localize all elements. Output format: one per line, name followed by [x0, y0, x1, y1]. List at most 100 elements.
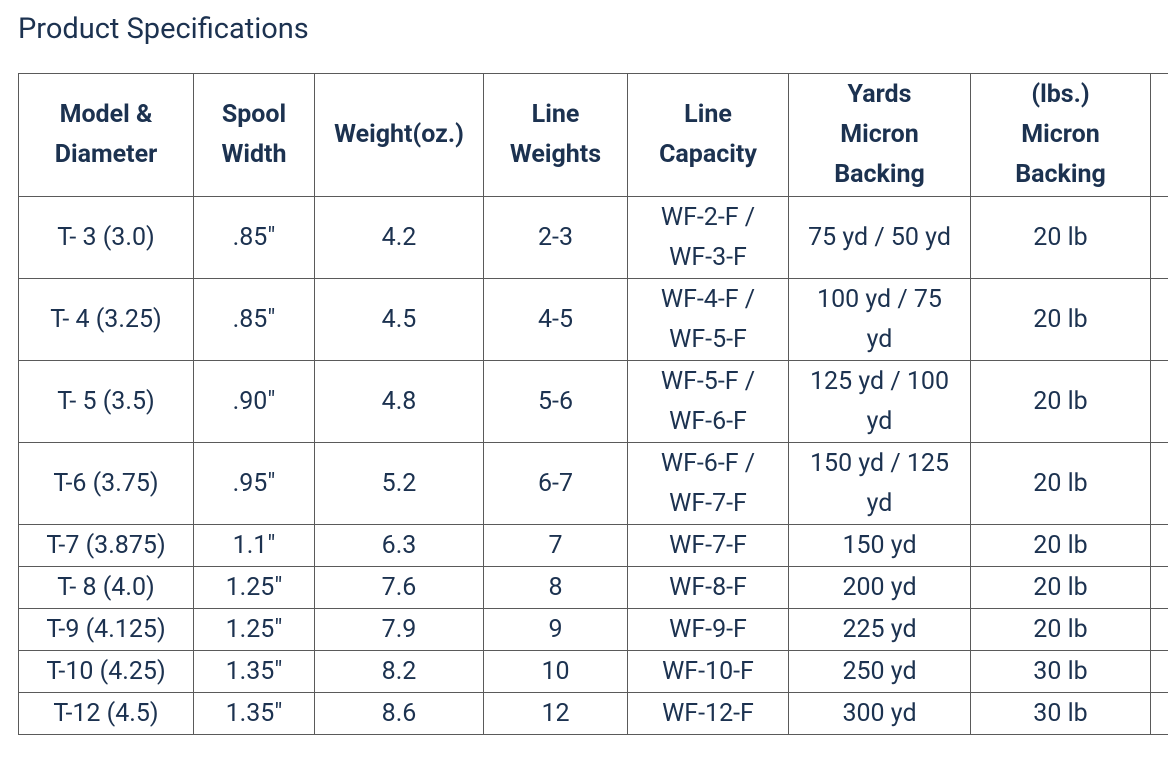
table-cell: 5-6 — [483, 360, 628, 443]
table-cell: 200 yd — [788, 566, 971, 609]
cell-line: yd — [866, 406, 893, 436]
table-cell: WF-9-F — [627, 608, 789, 651]
column-header: Yards Micron Backing — [788, 73, 971, 197]
table-row: T- 8 (4.0) 1.25" 7.6 8 WF-8-F 200 yd 20 lb — [18, 566, 1168, 609]
table-cell: 7 — [483, 524, 628, 567]
spec-table: Model & Diameter Spool Width Weight(oz.) Line… — [18, 73, 1168, 735]
table-cell: 20 lb — [970, 196, 1151, 279]
table-cell — [1150, 442, 1168, 525]
cell-line: WF-4-F / — [660, 284, 756, 314]
cell-line: Spool — [221, 100, 287, 129]
table-cell: 30 lb — [970, 650, 1151, 693]
table-cell: 20 lb — [970, 278, 1151, 361]
table-cell: 4-5 — [483, 278, 628, 361]
table-cell: 300 yd — [788, 692, 971, 735]
table-cell — [1150, 650, 1168, 693]
column-header: Spool Width — [193, 73, 315, 197]
cell-line: Weight(oz.) — [334, 120, 464, 149]
cell-line: Line — [684, 100, 732, 129]
table-cell: T-6 (3.75) — [18, 442, 194, 525]
table-cell: .85" — [193, 196, 315, 279]
cell-line: WF-6-F — [669, 406, 747, 436]
table-cell: WF-10-F — [627, 650, 789, 693]
table-cell — [1150, 692, 1168, 735]
table-cell: 1.35" — [193, 650, 315, 693]
cell-line: WF-2-F / — [660, 202, 756, 232]
table-cell: 20 lb — [970, 360, 1151, 443]
cell-line: yd — [866, 324, 893, 354]
column-header: Line Weights — [483, 73, 628, 197]
cell-line: yd — [866, 488, 893, 518]
column-header: Line Capacity — [627, 73, 789, 197]
table-container: Model & Diameter Spool Width Weight(oz.) Line… — [18, 73, 1168, 753]
table-cell: T- 8 (4.0) — [18, 566, 194, 609]
table-row: T-6 (3.75) .95" 5.2 6-7 WF-6-F / WF-7-F 150 yd… — [18, 442, 1168, 525]
table-cell: 20 lb — [970, 524, 1151, 567]
table-row: T-9 (4.125) 1.25" 7.9 9 WF-9-F 225 yd 20 lb — [18, 608, 1168, 651]
header-row: Model & Diameter Spool Width Weight(oz.) Line… — [18, 73, 1168, 197]
table-row: T- 5 (3.5) .90" 4.8 5-6 WF-5-F / WF-6-F 125 yd… — [18, 360, 1168, 443]
table-cell: 1.35" — [193, 692, 315, 735]
cell-line: 75 yd / 50 yd — [808, 222, 951, 252]
table-row: T- 3 (3.0) .85" 4.2 2-3 WF-2-F / WF-3-F 75 yd … — [18, 196, 1168, 279]
table-cell — [1150, 566, 1168, 609]
table-cell: 4.2 — [314, 196, 484, 279]
table-cell: 100 yd / 75 yd — [788, 278, 971, 361]
cell-line: 150 yd / 125 — [810, 448, 949, 478]
table-cell: 12 — [483, 692, 628, 735]
cell-line: Line — [531, 100, 580, 129]
table-cell: 8.2 — [314, 650, 484, 693]
table-cell: 20 lb — [970, 442, 1151, 525]
table-row: T-12 (4.5) 1.35" 8.6 12 WF-12-F 300 yd 30 lb — [18, 692, 1168, 735]
table-cell: T-9 (4.125) — [18, 608, 194, 651]
table-cell: WF-5-F / WF-6-F — [627, 360, 789, 443]
table-cell — [1150, 196, 1168, 279]
table-cell: 8 — [483, 566, 628, 609]
table-cell — [1150, 360, 1168, 443]
table-cell: 4.8 — [314, 360, 484, 443]
table-cell: 7.9 — [314, 608, 484, 651]
table-cell: 75 yd / 50 yd — [788, 196, 971, 279]
table-cell: 4.5 — [314, 278, 484, 361]
table-cell: 1.25" — [193, 608, 315, 651]
table-cell: 9 — [483, 608, 628, 651]
table-row: T- 4 (3.25) .85" 4.5 4-5 WF-4-F / WF-5-F 100 y… — [18, 278, 1168, 361]
table-cell: T-12 (4.5) — [18, 692, 194, 735]
column-header: Weight(oz.) — [314, 73, 484, 197]
cell-line: Yards — [847, 80, 912, 109]
table-cell: WF-6-F / WF-7-F — [627, 442, 789, 525]
cell-line: Capacity — [659, 140, 757, 169]
table-cell: T- 4 (3.25) — [18, 278, 194, 361]
cell-line: WF-3-F — [669, 242, 747, 272]
table-cell: 5.2 — [314, 442, 484, 525]
table-cell: 7.6 — [314, 566, 484, 609]
table-cell — [1150, 608, 1168, 651]
cell-line: WF-6-F / — [660, 448, 756, 478]
table-cell — [1150, 278, 1168, 361]
table-cell: 8.6 — [314, 692, 484, 735]
table-cell: .90" — [193, 360, 315, 443]
cell-line: Weights — [509, 140, 602, 169]
cell-line: 125 yd / 100 — [810, 366, 949, 396]
cell-line: WF-7-F — [669, 488, 747, 518]
page-title: Product Specifications — [18, 12, 309, 46]
cell-line: WF-5-F — [669, 324, 747, 354]
table-row: T-7 (3.875) 1.1" 6.3 7 WF-7-F 150 yd 20 lb — [18, 524, 1168, 567]
table-cell: WF-4-F / WF-5-F — [627, 278, 789, 361]
table-cell — [1150, 524, 1168, 567]
table-cell: T- 3 (3.0) — [18, 196, 194, 279]
cell-line: Micron — [840, 120, 919, 149]
table-cell: 1.25" — [193, 566, 315, 609]
table-cell: 6.3 — [314, 524, 484, 567]
table-cell: 10 — [483, 650, 628, 693]
cell-line: Backing — [834, 160, 925, 189]
table-cell: WF-12-F — [627, 692, 789, 735]
cell-line: Diameter — [54, 140, 158, 169]
table-cell: T-7 (3.875) — [18, 524, 194, 567]
table-cell: 150 yd — [788, 524, 971, 567]
table-cell: WF-8-F — [627, 566, 789, 609]
table-cell: 20 lb — [970, 566, 1151, 609]
cell-line: Backing — [1015, 160, 1106, 189]
table-cell: 20 lb — [970, 608, 1151, 651]
table-cell: 125 yd / 100 yd — [788, 360, 971, 443]
